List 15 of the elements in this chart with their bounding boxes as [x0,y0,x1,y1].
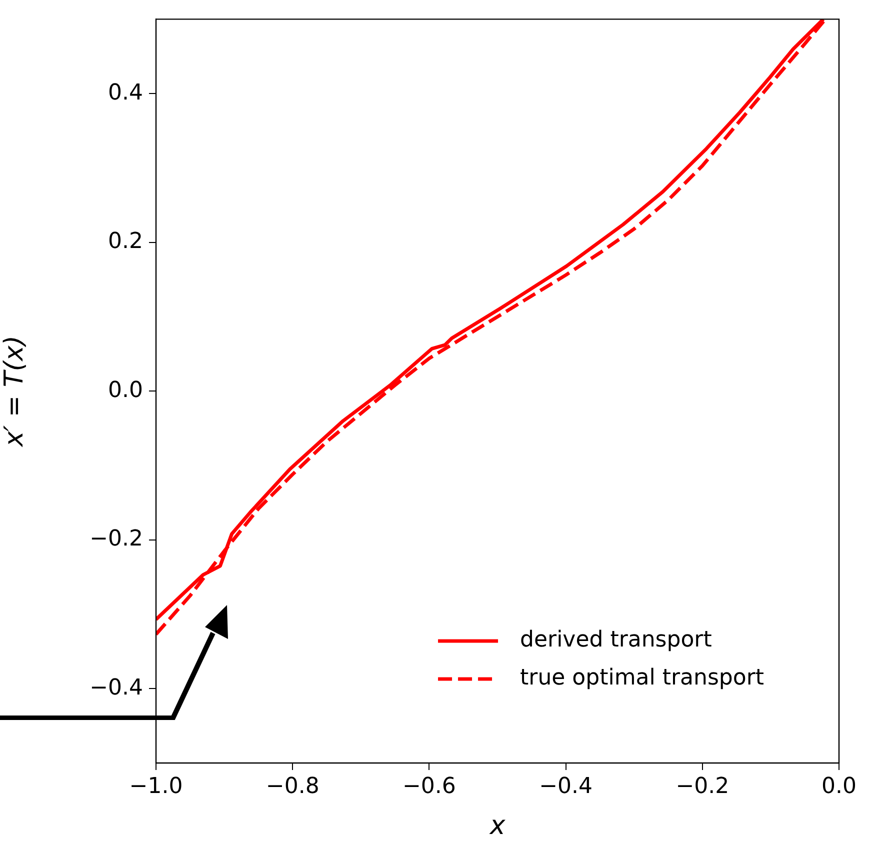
y-tick-label: 0.0 [108,378,143,403]
x-tick-label: −0.2 [676,774,730,799]
legend-label: derived transport [520,628,712,653]
y-axis-title: x′ = T(x) [0,336,30,448]
y-tick-label: −0.2 [90,526,143,552]
x-tick-label: −0.4 [539,774,593,799]
y-tick-label: −0.4 [90,675,143,700]
x-axis-title: x [488,811,506,842]
x-tick-label: −1.0 [129,774,183,799]
x-tick-label: −0.8 [266,774,320,799]
x-tick-label: 0.0 [822,774,856,799]
legend-label: true optimal transport [520,666,764,691]
y-tick-label: 0.4 [108,80,143,106]
x-tick-label: −0.6 [402,774,456,799]
y-tick-label: 0.2 [108,229,143,254]
